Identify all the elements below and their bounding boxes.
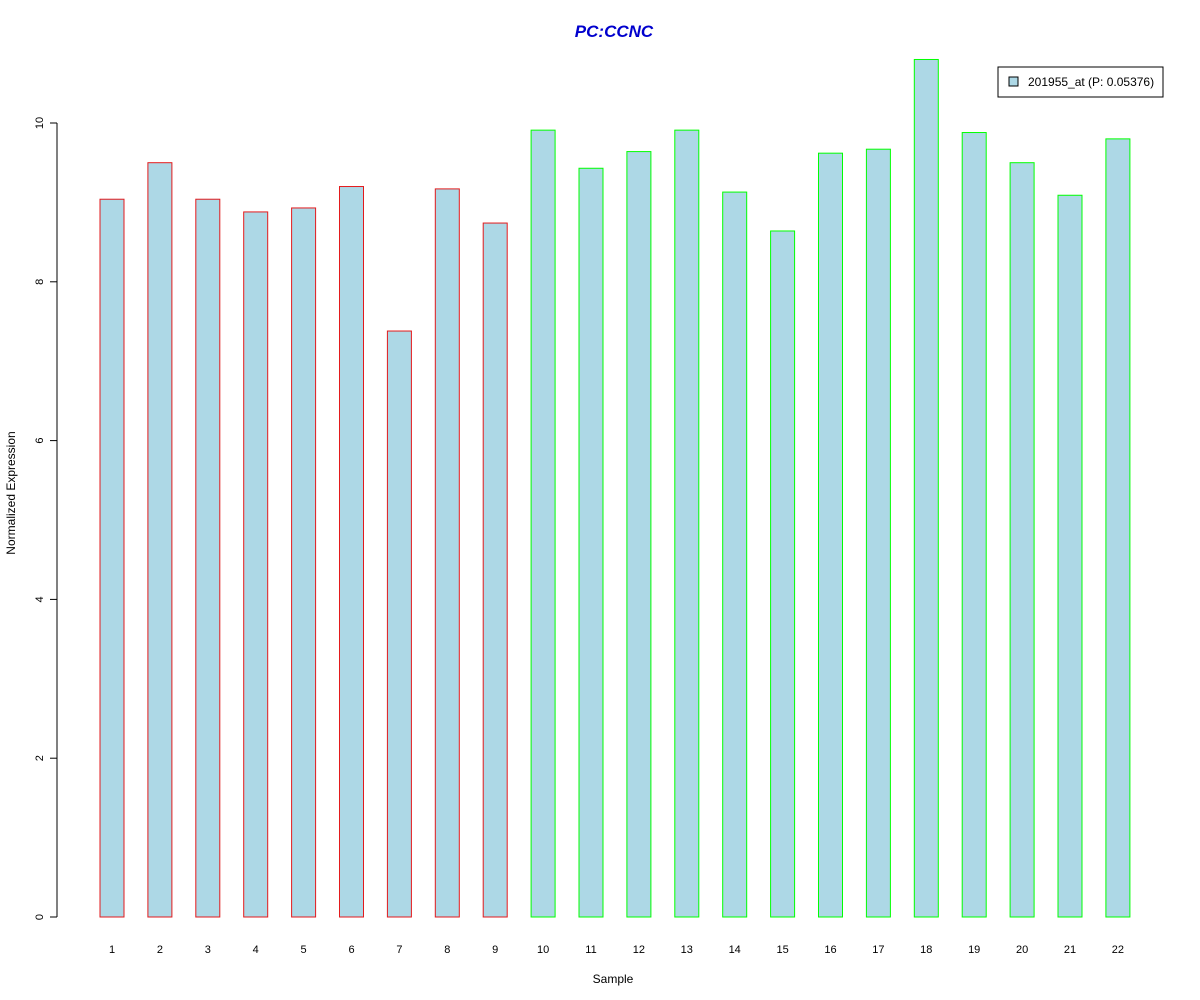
x-tick-label: 6 xyxy=(348,944,354,956)
bar-sample-15 xyxy=(770,230,796,918)
legend: 201955_at (P: 0.05376) xyxy=(997,66,1164,98)
x-tick-label: 1 xyxy=(109,944,115,956)
y-tick-label: 2 xyxy=(34,755,46,761)
bar-sample-16 xyxy=(818,152,843,918)
legend-label: 201955_at (P: 0.05376) xyxy=(1028,75,1154,89)
x-tick-label: 21 xyxy=(1064,944,1076,956)
bar-sample-9 xyxy=(482,222,508,918)
x-axis-label: Sample xyxy=(593,972,634,986)
bar-sample-17 xyxy=(865,148,891,918)
x-tick-label: 20 xyxy=(1016,944,1028,956)
x-tick-label: 14 xyxy=(729,944,741,956)
x-tick-label: 19 xyxy=(968,944,980,956)
bar-sample-8 xyxy=(434,188,460,918)
x-tick-label: 3 xyxy=(205,944,211,956)
bar-sample-18 xyxy=(913,58,939,918)
x-tick-label: 13 xyxy=(681,944,693,956)
y-axis-label: Normalized Expression xyxy=(4,431,18,554)
bar-sample-1 xyxy=(99,198,125,918)
x-tick-label: 22 xyxy=(1112,944,1124,956)
bar-sample-7 xyxy=(386,330,412,918)
y-axis: 0 2 4 6 8 10 xyxy=(34,117,58,920)
bar-sample-11 xyxy=(578,167,604,918)
bar-sample-2 xyxy=(147,162,173,918)
bar-sample-4 xyxy=(243,211,269,918)
y-tick-label: 6 xyxy=(34,438,46,444)
y-tick-label: 0 xyxy=(34,914,46,920)
bar-sample-20 xyxy=(1009,162,1035,918)
y-tick-label: 8 xyxy=(34,279,46,285)
bar-sample-12 xyxy=(626,151,652,918)
x-tick-label: 4 xyxy=(253,944,259,956)
y-tick-label: 10 xyxy=(34,117,46,129)
y-tick-label: 4 xyxy=(34,596,46,602)
bar-sample-6 xyxy=(339,186,364,918)
x-tick-label: 16 xyxy=(824,944,836,956)
bar-sample-21 xyxy=(1057,194,1083,918)
bars xyxy=(99,58,1131,918)
x-tick-label: 10 xyxy=(537,944,549,956)
bar-sample-5 xyxy=(291,207,317,918)
x-tick-label: 7 xyxy=(396,944,402,956)
x-axis: 1 2 3 4 5 6 7 8 9 10 11 12 13 14 15 16 17 18 19 20 21 22 xyxy=(109,944,1124,956)
x-tick-label: 17 xyxy=(872,944,884,956)
x-tick-label: 18 xyxy=(920,944,932,956)
x-tick-label: 8 xyxy=(444,944,450,956)
x-tick-label: 15 xyxy=(776,944,788,956)
bar-sample-19 xyxy=(961,132,987,918)
x-tick-label: 11 xyxy=(585,944,596,956)
legend-swatch xyxy=(1008,76,1019,87)
x-tick-label: 5 xyxy=(301,944,307,956)
chart-title: PC:CCNC xyxy=(575,22,654,41)
bar-sample-22 xyxy=(1105,138,1131,918)
bar-sample-13 xyxy=(674,129,700,918)
x-tick-label: 9 xyxy=(492,944,498,956)
x-tick-label: 12 xyxy=(633,944,645,956)
bar-sample-3 xyxy=(195,198,221,918)
x-tick-label: 2 xyxy=(157,944,163,956)
legend-box xyxy=(997,66,1164,98)
bar-sample-10 xyxy=(530,129,556,918)
bar-sample-14 xyxy=(722,191,748,918)
